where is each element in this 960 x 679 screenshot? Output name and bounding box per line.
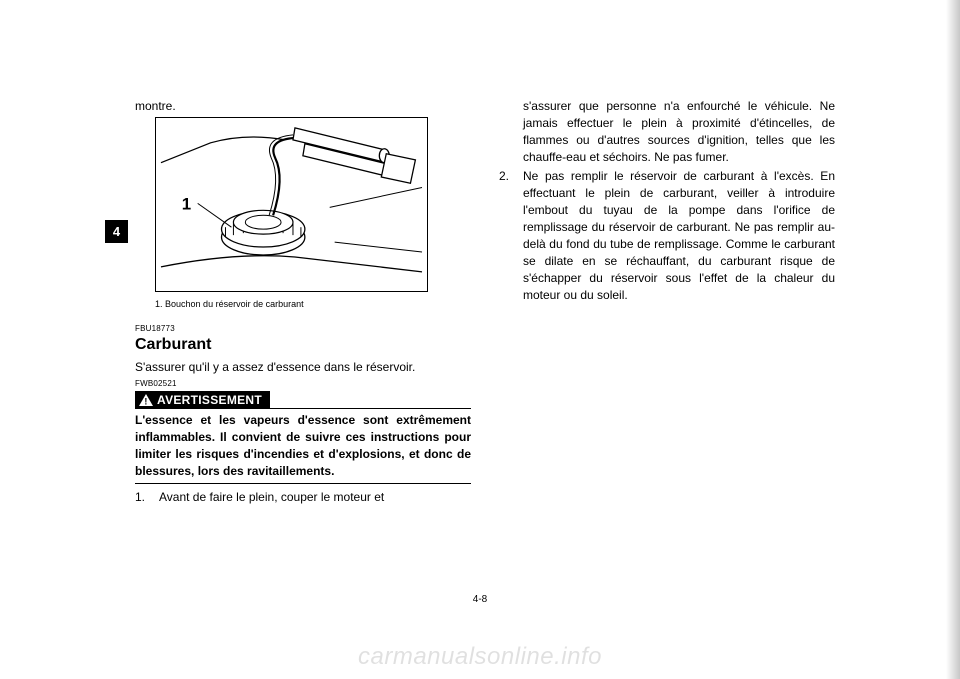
- step-1-number: 1.: [135, 489, 159, 506]
- page-number: 4-8: [0, 594, 960, 605]
- right-column: s'assurer que personne n'a enfourché le …: [499, 98, 835, 598]
- manual-page: 4 montre.: [0, 0, 960, 679]
- warning-header: ! AVERTISSEMENT: [135, 391, 471, 409]
- section-title: Carburant: [135, 334, 471, 357]
- step-2-number: 2.: [499, 168, 523, 304]
- caption-text: Bouchon du réservoir de carburant: [165, 299, 304, 309]
- warning-label-box: ! AVERTISSEMENT: [135, 391, 270, 409]
- watermark: carmanualsonline.info: [0, 643, 960, 671]
- left-column: montre.: [135, 98, 471, 598]
- content-area: montre.: [135, 98, 835, 598]
- page-edge-shadow: [946, 0, 960, 679]
- intro-text: montre.: [135, 98, 471, 115]
- warning-label: AVERTISSEMENT: [157, 392, 262, 409]
- warning-rule: [270, 391, 471, 409]
- warning-body: L'essence et les vapeurs d'essence sont …: [135, 412, 471, 484]
- svg-text:!: !: [144, 397, 147, 407]
- section-lead: S'assurer qu'il y a assez d'essence dans…: [135, 359, 471, 376]
- figure-caption: 1. Bouchon du réservoir de carburant: [155, 298, 471, 311]
- chapter-number: 4: [113, 224, 120, 239]
- figure-fuel-cap: 1: [155, 117, 428, 292]
- step-1-partial: 1. Avant de faire le plein, couper le mo…: [135, 489, 471, 506]
- warning-icon: !: [139, 394, 153, 406]
- chapter-tab: 4: [105, 220, 128, 243]
- step-2: 2. Ne pas remplir le réservoir de carbur…: [499, 168, 835, 304]
- caption-number: 1.: [155, 299, 163, 309]
- warning-code: FWB02521: [135, 378, 471, 389]
- figure-callout-1: 1: [182, 194, 191, 213]
- step-1-body-b: s'assurer que personne n'a enfourché le …: [523, 98, 835, 166]
- fuel-cap-illustration: 1: [156, 118, 427, 292]
- step-1-body-a: Avant de faire le plein, couper le moteu…: [159, 489, 471, 506]
- section-code: FBU18773: [135, 323, 471, 334]
- step-2-body: Ne pas remplir le réservoir de carburant…: [523, 168, 835, 304]
